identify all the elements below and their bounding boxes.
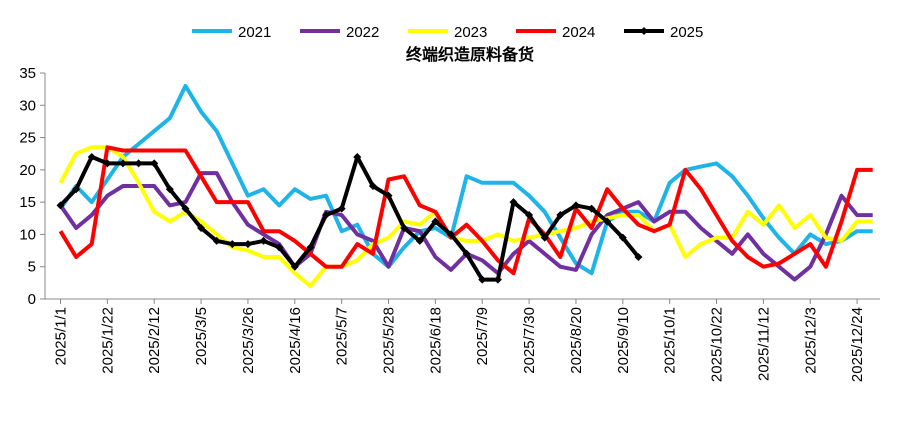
series-marker bbox=[368, 182, 377, 190]
series-line bbox=[58, 83, 873, 276]
series-marker bbox=[571, 201, 580, 210]
series-line bbox=[58, 145, 873, 276]
x-tick-label: 2025/1/22 bbox=[99, 307, 116, 374]
series-line bbox=[59, 154, 640, 282]
series-marker bbox=[56, 201, 65, 210]
legend-marker bbox=[640, 27, 648, 35]
x-tick-label: 2025/5/28 bbox=[381, 307, 398, 374]
x-tick-label: 2025/10/1 bbox=[662, 307, 679, 374]
series-marker bbox=[478, 275, 487, 284]
series-marker bbox=[212, 236, 221, 245]
series-marker bbox=[525, 211, 534, 220]
x-tick-label: 2025/2/12 bbox=[146, 307, 163, 374]
series-marker bbox=[290, 262, 299, 271]
x-tick-label: 2025/4/16 bbox=[287, 307, 304, 374]
series-marker bbox=[103, 159, 112, 168]
x-tick-label: 2025/8/20 bbox=[568, 307, 585, 374]
x-tick-label: 2025/5/7 bbox=[334, 307, 351, 365]
x-tick-label: 2025/12/3 bbox=[802, 307, 819, 374]
x-tick-label: 2025/7/30 bbox=[521, 307, 538, 374]
series-marker bbox=[118, 159, 127, 168]
y-tick-label: 15 bbox=[19, 194, 36, 211]
series-marker bbox=[150, 159, 159, 168]
series-marker bbox=[243, 240, 252, 249]
series-marker bbox=[322, 211, 331, 220]
series-marker bbox=[353, 152, 362, 161]
series-marker bbox=[337, 204, 346, 213]
series-marker bbox=[587, 204, 596, 213]
series-marker bbox=[431, 217, 440, 226]
series-marker bbox=[72, 185, 81, 194]
series-marker bbox=[447, 230, 455, 239]
series-marker bbox=[181, 204, 190, 213]
x-tick-label: 2025/12/24 bbox=[849, 307, 866, 382]
series-marker bbox=[634, 253, 643, 262]
series-marker bbox=[165, 185, 174, 194]
series-marker bbox=[493, 275, 502, 284]
legend-label: 2024 bbox=[562, 24, 595, 41]
series-marker bbox=[618, 233, 627, 242]
y-tick-label: 25 bbox=[19, 130, 36, 147]
series-marker bbox=[556, 211, 565, 220]
x-tick-label: 2025/10/22 bbox=[709, 307, 726, 382]
series-marker bbox=[306, 243, 315, 252]
x-tick-label: 2025/11/12 bbox=[755, 307, 772, 381]
chart-title: 终端织造原料备货 bbox=[406, 45, 534, 64]
y-tick-label: 5 bbox=[28, 259, 36, 276]
y-tick-label: 20 bbox=[19, 162, 36, 179]
y-tick-label: 30 bbox=[19, 97, 36, 114]
x-tick-label: 2025/3/26 bbox=[240, 307, 257, 374]
series-marker bbox=[197, 223, 206, 232]
legend-label: 2022 bbox=[346, 24, 379, 41]
legend-label: 2021 bbox=[238, 24, 271, 41]
x-tick-label: 2025/6/18 bbox=[427, 307, 444, 374]
x-tick-label: 2025/9/10 bbox=[615, 307, 632, 374]
series-marker bbox=[228, 240, 237, 249]
series-marker bbox=[275, 243, 284, 252]
y-tick-label: 35 bbox=[19, 65, 36, 82]
legend-label: 2023 bbox=[454, 24, 487, 41]
series-marker bbox=[384, 191, 393, 200]
series-marker bbox=[134, 159, 143, 168]
x-tick-label: 2025/1/1 bbox=[53, 307, 70, 365]
x-tick-label: 2025/3/5 bbox=[193, 307, 210, 365]
series-marker bbox=[400, 223, 409, 232]
series-marker bbox=[87, 152, 96, 161]
x-tick-label: 2025/7/9 bbox=[474, 307, 491, 365]
y-tick-label: 10 bbox=[19, 226, 36, 243]
series-line bbox=[58, 145, 873, 289]
series-marker bbox=[462, 249, 471, 258]
series-marker bbox=[540, 233, 549, 242]
series-marker bbox=[509, 198, 518, 207]
series-marker bbox=[415, 236, 424, 245]
series-marker bbox=[603, 217, 612, 226]
y-tick-label: 0 bbox=[28, 291, 36, 308]
series-marker bbox=[259, 236, 268, 245]
legend-label: 2025 bbox=[670, 24, 703, 41]
